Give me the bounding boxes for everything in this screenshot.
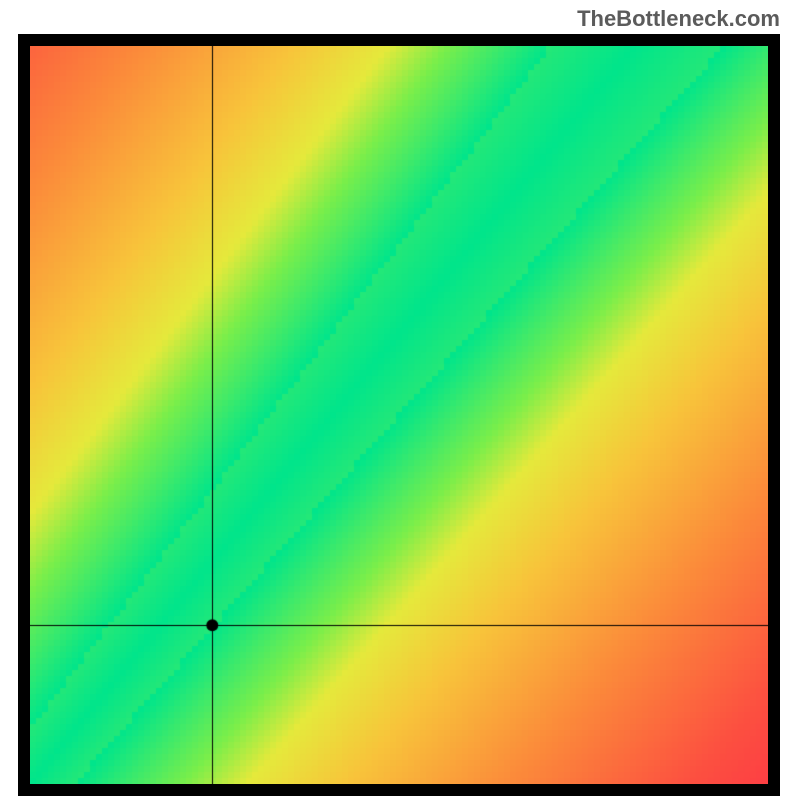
plot-outer-frame: [18, 34, 780, 796]
figure-container: TheBottleneck.com: [0, 0, 800, 800]
bottleneck-heatmap: [30, 46, 768, 784]
attribution-text: TheBottleneck.com: [577, 6, 780, 32]
plot-area: [30, 46, 768, 784]
